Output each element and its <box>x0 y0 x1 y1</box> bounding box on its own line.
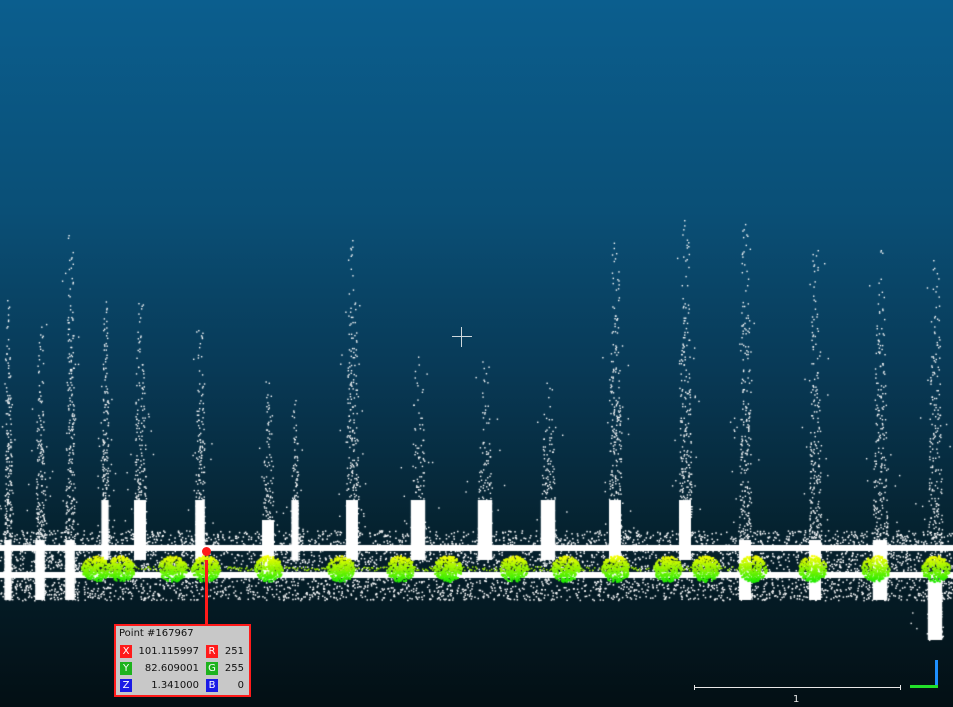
z-axis-tag: Z <box>120 679 132 692</box>
point-info-label[interactable]: Point #167967 X 101.115997 R 251 Y 82.60… <box>114 624 251 697</box>
g-channel-tag: G <box>206 662 218 675</box>
b-channel-tag: B <box>206 679 218 692</box>
y-value: 82.609001 <box>144 663 199 674</box>
z-value: 1.341000 <box>151 680 199 691</box>
scale-bar <box>694 685 901 690</box>
b-value: 0 <box>237 680 244 691</box>
x-value: 101.115997 <box>138 646 199 657</box>
r-value: 251 <box>224 646 244 657</box>
point-id: Point #167967 <box>119 628 194 639</box>
label-leader-line <box>205 560 208 626</box>
z-row: Z 1.341000 B 0 <box>120 678 248 694</box>
y-axis-tag: Y <box>120 662 132 675</box>
crosshair-icon <box>452 327 472 347</box>
x-axis-tag: X <box>120 645 132 658</box>
y-row: Y 82.609001 G 255 <box>120 661 248 677</box>
picked-point-marker <box>202 547 211 556</box>
x-row: X 101.115997 R 251 <box>120 644 248 660</box>
g-value: 255 <box>224 663 244 674</box>
axis-orientation-icon <box>910 660 938 688</box>
scale-bar-label: 1 <box>793 694 800 705</box>
r-channel-tag: R <box>206 645 218 658</box>
